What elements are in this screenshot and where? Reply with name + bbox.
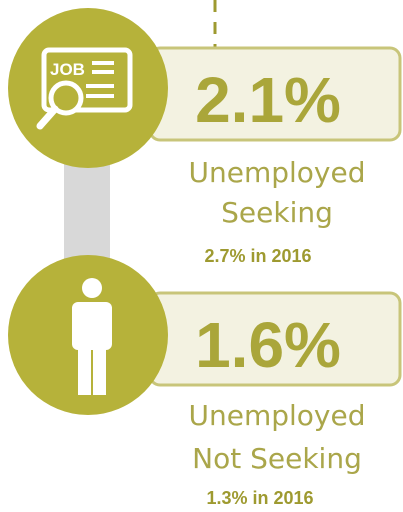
comparison: 2.7% in 2016 <box>204 246 311 266</box>
job-icon: JOB <box>36 47 133 130</box>
value: 2.1% <box>195 64 341 136</box>
label-line: Unemployed <box>189 156 366 189</box>
label-line: Seeking <box>221 196 333 229</box>
comparison: 1.3% in 2016 <box>206 488 313 508</box>
label-line: Unemployed <box>189 399 366 432</box>
label-line: Not Seeking <box>192 442 362 475</box>
icon-text: JOB <box>50 60 85 79</box>
value: 1.6% <box>195 309 341 381</box>
person-icon <box>72 278 112 395</box>
